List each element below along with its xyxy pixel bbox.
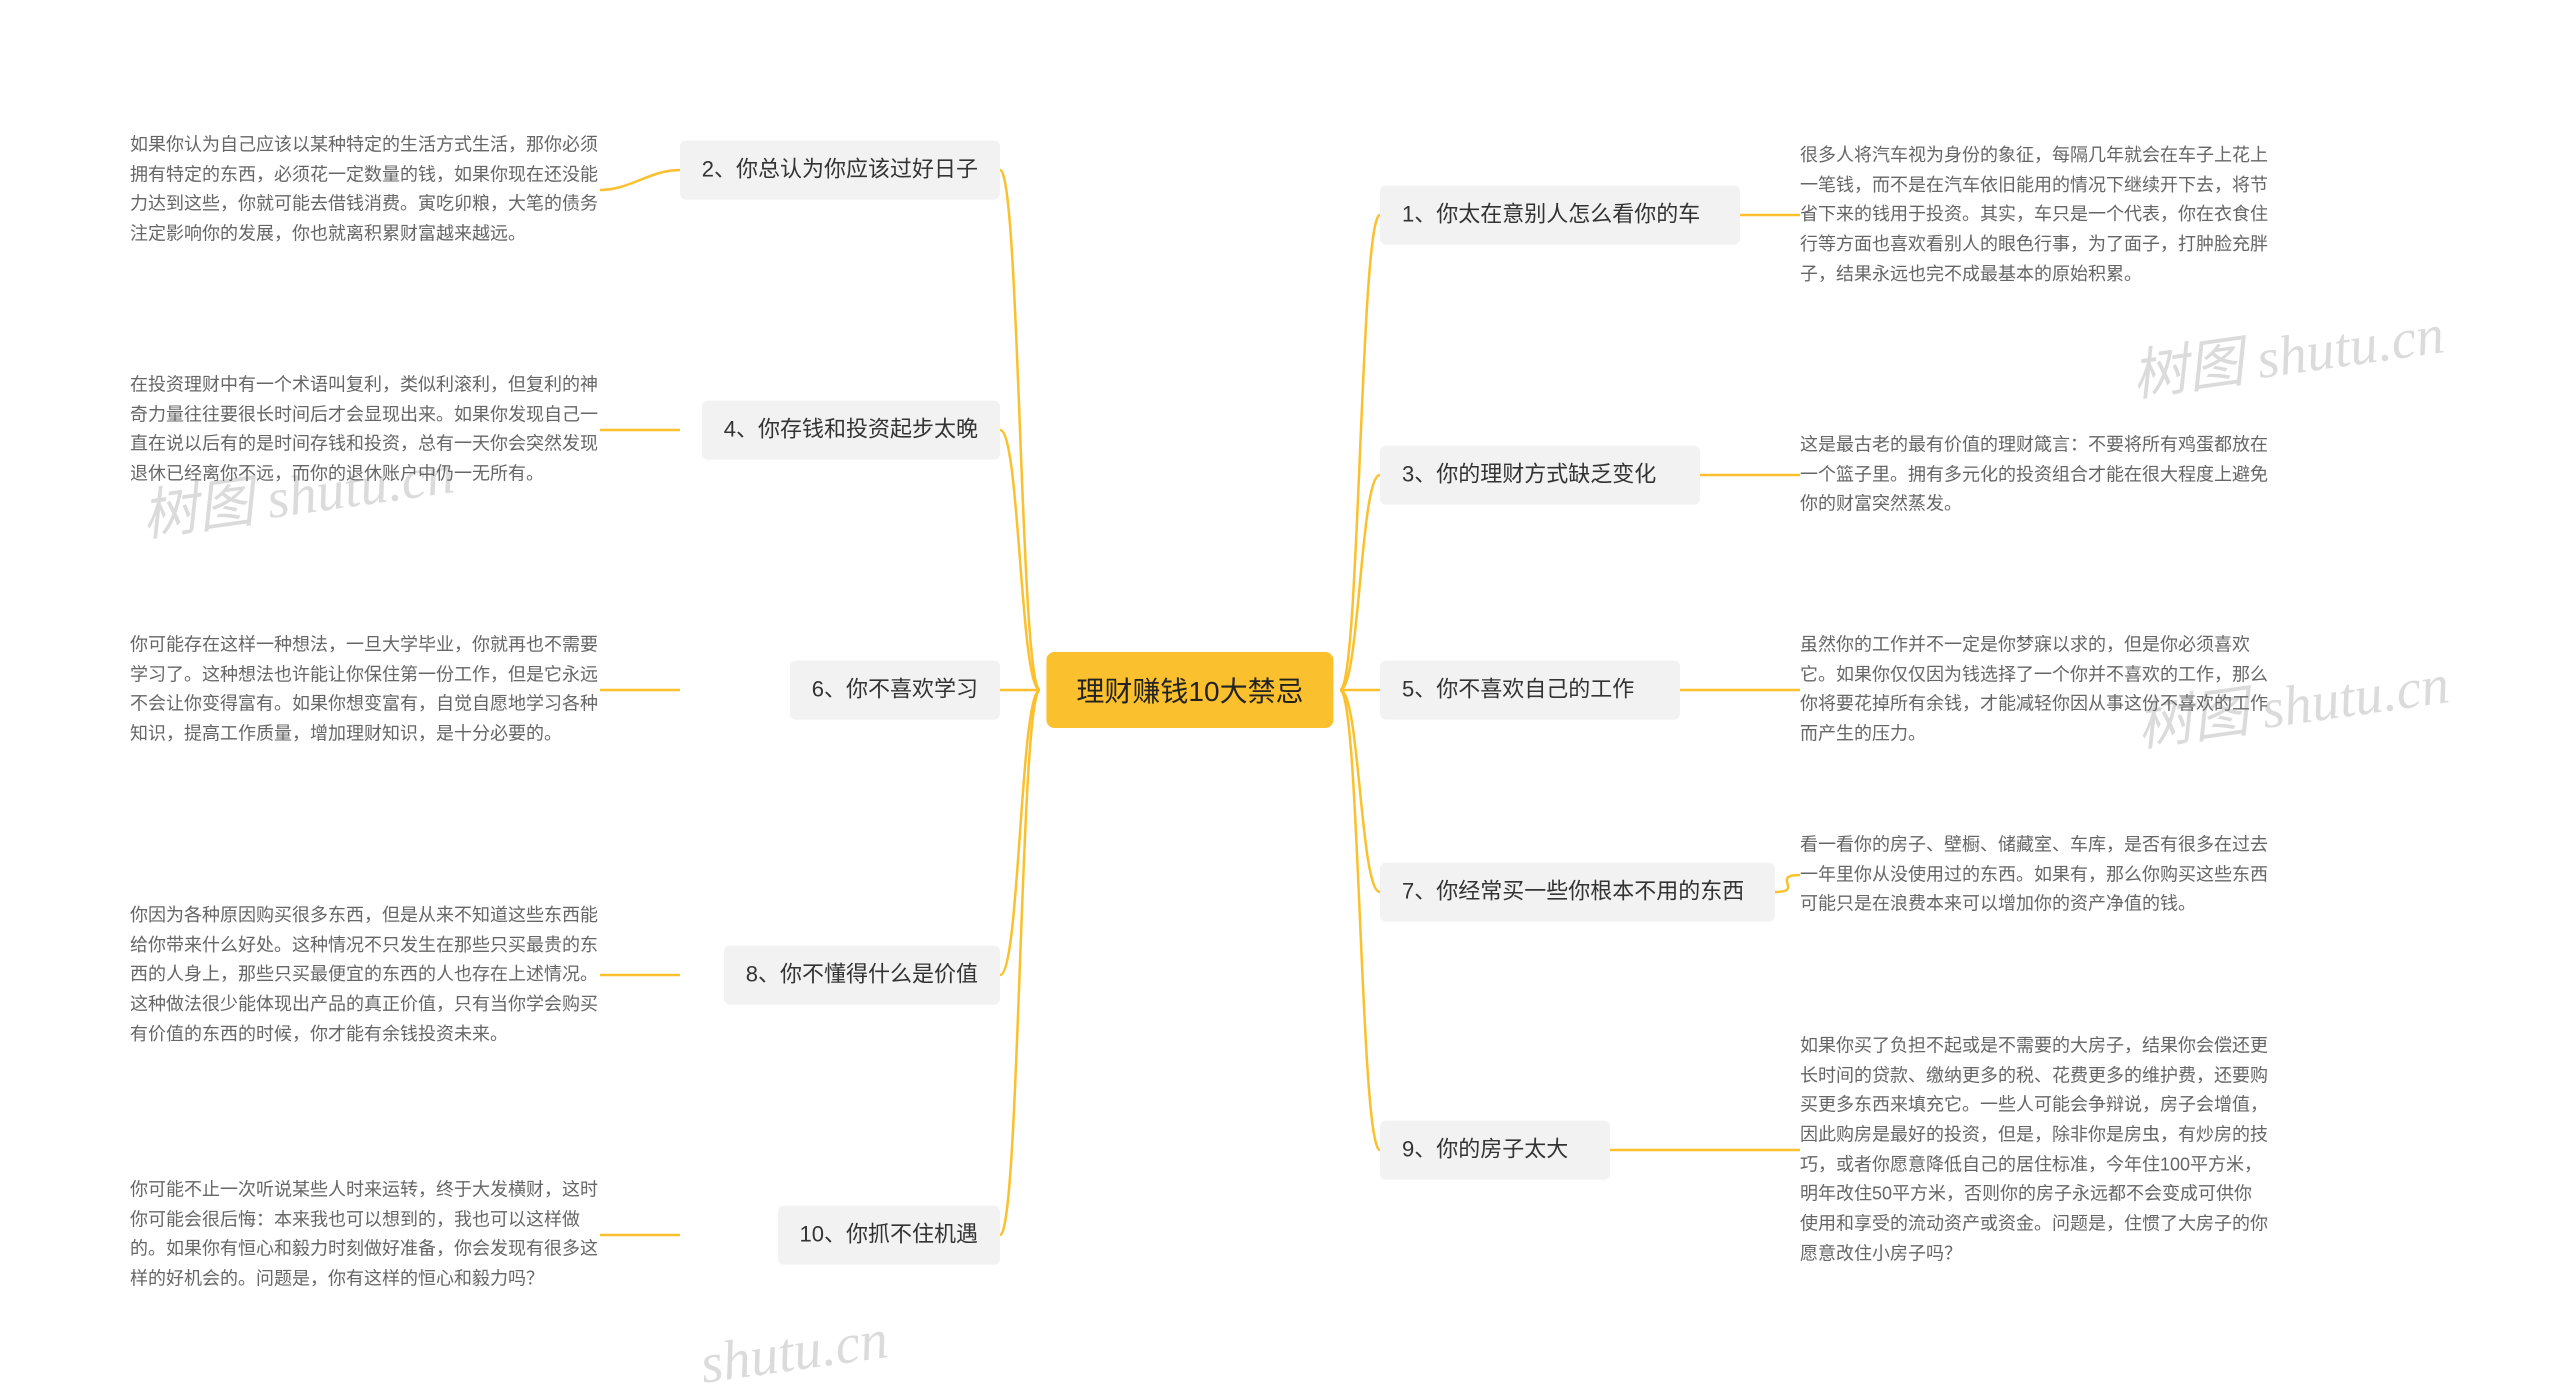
branch-title: 10、你抓不住机遇 (800, 1222, 978, 1247)
branch-desc-left-3: 你因为各种原因购买很多东西，但是从来不知道这些东西能给你带来什么好处。这种情况不… (130, 901, 600, 1049)
branch-node-left-3: 8、你不懂得什么是价值 (724, 946, 1000, 1005)
branch-node-right-1: 3、你的理财方式缺乏变化 (1380, 446, 1700, 505)
branch-desc-left-2: 你可能存在这样一种想法，一旦大学毕业，你就再也不需要学习了。这种想法也许能让你保… (130, 631, 600, 750)
branch-node-right-0: 1、你太在意别人怎么看你的车 (1380, 186, 1740, 245)
branch-node-left-4: 10、你抓不住机遇 (778, 1206, 1000, 1265)
branch-desc-right-1: 这是最古老的最有价值的理财箴言：不要将所有鸡蛋都放在一个篮子里。拥有多元化的投资… (1800, 430, 2270, 519)
branch-node-left-2: 6、你不喜欢学习 (790, 661, 1000, 720)
branch-title: 1、你太在意别人怎么看你的车 (1402, 202, 1700, 227)
branch-title: 7、你经常买一些你根本不用的东西 (1402, 879, 1744, 904)
branch-desc-right-0: 很多人将汽车视为身份的象征，每隔几年就会在车子上花上一笔钱，而不是在汽车依旧能用… (1800, 141, 2270, 289)
branch-title: 4、你存钱和投资起步太晚 (724, 417, 978, 442)
center-node: 理财赚钱10大禁忌 (1046, 652, 1333, 728)
branch-node-right-2: 5、你不喜欢自己的工作 (1380, 661, 1680, 720)
branch-title: 2、你总认为你应该过好日子 (702, 157, 978, 182)
branch-title: 9、你的房子太大 (1402, 1137, 1568, 1162)
branch-node-right-4: 9、你的房子太大 (1380, 1121, 1610, 1180)
branch-title: 3、你的理财方式缺乏变化 (1402, 462, 1656, 487)
branch-title: 5、你不喜欢自己的工作 (1402, 677, 1634, 702)
branch-desc-left-4: 你可能不止一次听说某些人时来运转，终于大发横财，这时你可能会很后悔：本来我也可以… (130, 1176, 600, 1295)
mindmap-canvas: 树图 shutu.cn树图 shutu.cn树图 shutu.cnshutu.c… (0, 0, 2560, 1383)
branch-desc-right-4: 如果你买了负担不起或是不需要的大房子，结果你会偿还更长时间的贷款、缴纳更多的税、… (1800, 1031, 2270, 1269)
branch-desc-left-0: 如果你认为自己应该以某种特定的生活方式生活，那你必须拥有特定的东西，必须花一定数… (130, 131, 600, 250)
branch-node-right-3: 7、你经常买一些你根本不用的东西 (1380, 863, 1775, 922)
branch-desc-left-1: 在投资理财中有一个术语叫复利，类似利滚利，但复利的神奇力量往往要很长时间后才会显… (130, 371, 600, 490)
branch-node-left-0: 2、你总认为你应该过好日子 (680, 141, 1000, 200)
branch-desc-right-3: 看一看你的房子、壁橱、储藏室、车库，是否有很多在过去一年里你从没使用过的东西。如… (1800, 830, 2270, 919)
branch-title: 8、你不懂得什么是价值 (746, 962, 978, 987)
branch-node-left-1: 4、你存钱和投资起步太晚 (702, 401, 1000, 460)
watermark-3: shutu.cn (696, 1307, 891, 1397)
watermark-1: 树图 shutu.cn (2126, 289, 2448, 413)
branch-desc-right-2: 虽然你的工作并不一定是你梦寐以求的，但是你必须喜欢它。如果你仅仅因为钱选择了一个… (1800, 631, 2270, 750)
center-label: 理财赚钱10大禁忌 (1076, 676, 1303, 707)
branch-title: 6、你不喜欢学习 (812, 677, 978, 702)
